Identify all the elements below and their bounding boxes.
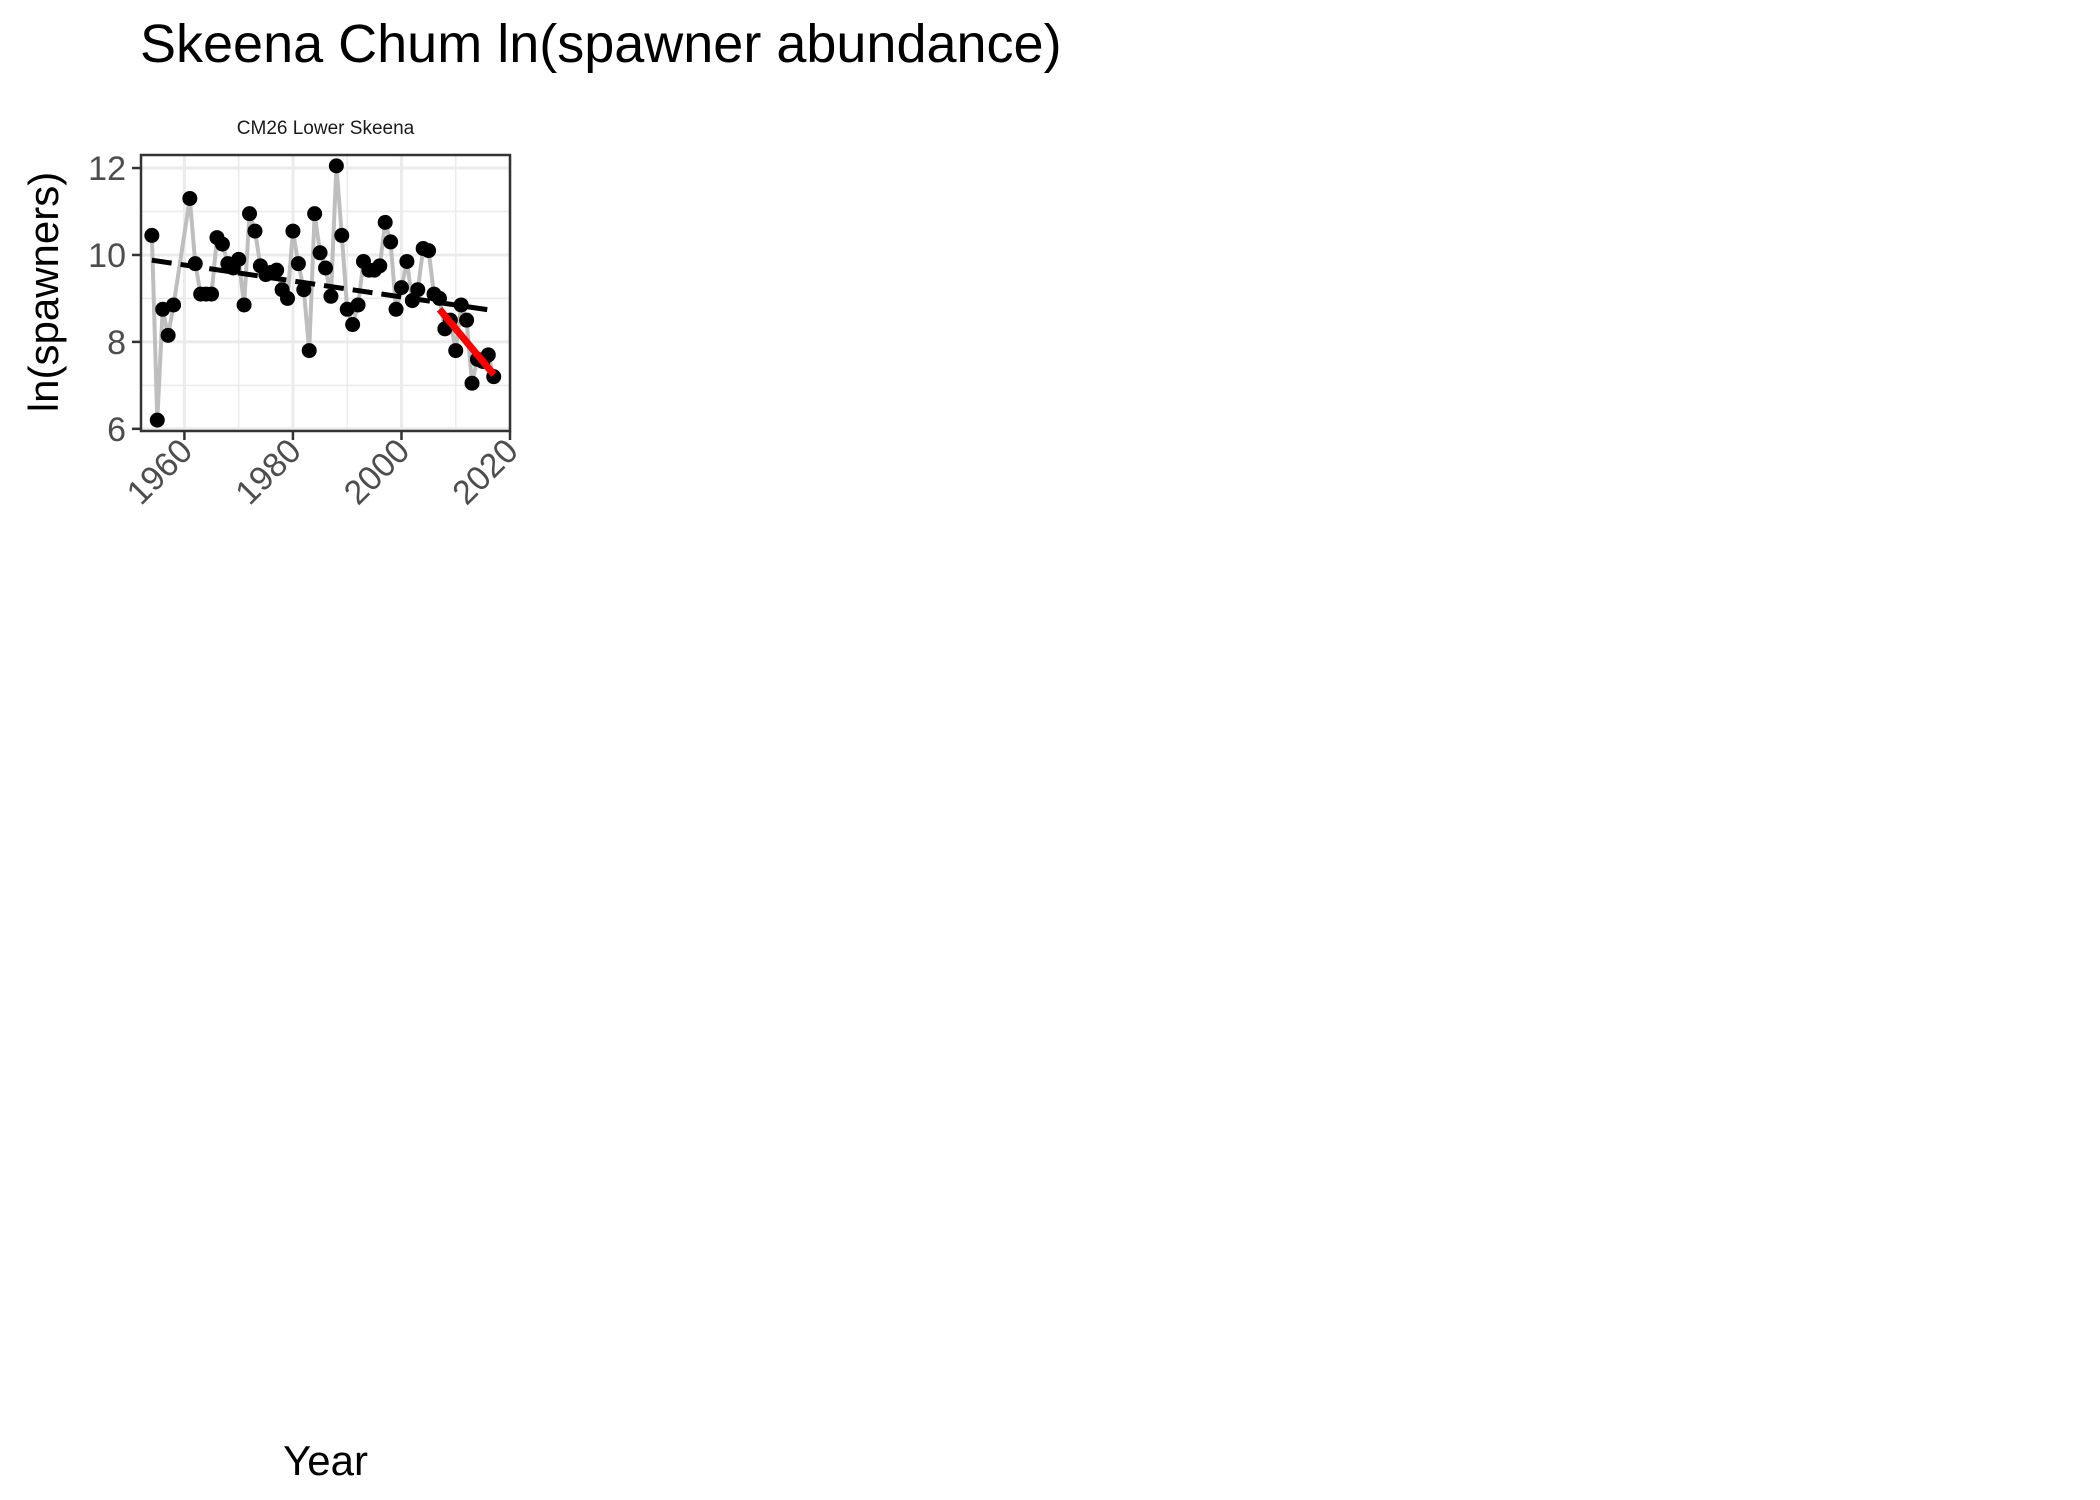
data-point xyxy=(187,256,203,272)
data-point xyxy=(280,290,296,306)
x-tick-label: 2000 xyxy=(337,432,417,512)
data-point xyxy=(166,297,182,313)
data-point xyxy=(214,236,230,252)
data-point xyxy=(383,234,399,250)
data-point xyxy=(312,245,328,261)
y-tick-label: 6 xyxy=(107,411,126,449)
data-point xyxy=(149,412,165,428)
y-tick-label: 12 xyxy=(88,150,126,188)
data-point xyxy=(182,190,198,206)
data-point xyxy=(328,158,344,174)
data-point xyxy=(307,206,323,222)
data-point xyxy=(453,297,469,313)
data-point xyxy=(269,262,285,278)
panel-title: CM26 Lower Skeena xyxy=(237,118,415,139)
x-axis: 1960 1980 2000 2020 xyxy=(120,431,526,512)
x-tick-label: 2020 xyxy=(445,432,525,512)
data-point xyxy=(285,223,301,239)
data-point xyxy=(247,223,263,239)
plot-area: 6 8 10 12 1960 1980 2000 2020 xyxy=(88,150,525,512)
data-point xyxy=(377,214,393,230)
data-point xyxy=(393,280,409,296)
data-point xyxy=(290,256,306,272)
data-point xyxy=(345,317,361,333)
data-point xyxy=(296,282,312,298)
data-point xyxy=(431,290,447,306)
data-point xyxy=(459,312,475,328)
data-point xyxy=(160,327,176,343)
chart-title: Skeena Chum ln(spawner abundance) xyxy=(140,14,1062,74)
y-axis-label: ln(spawners) xyxy=(20,172,67,412)
y-tick-label: 8 xyxy=(107,324,126,362)
data-point xyxy=(323,288,339,304)
data-point xyxy=(399,253,415,269)
data-point xyxy=(334,227,350,243)
data-point xyxy=(236,297,252,313)
x-tick-label: 1980 xyxy=(228,432,308,512)
y-tick-label: 10 xyxy=(88,237,126,275)
data-point xyxy=(301,343,317,359)
data-point xyxy=(204,286,220,302)
data-point xyxy=(231,251,247,267)
y-axis: 6 8 10 12 xyxy=(88,150,141,449)
recent-trend-line xyxy=(436,307,497,377)
data-point xyxy=(242,206,258,222)
x-tick-label: 1960 xyxy=(120,432,200,512)
data-point xyxy=(448,343,464,359)
data-point xyxy=(464,375,480,391)
data-point xyxy=(410,282,426,298)
data-point xyxy=(421,243,437,259)
data-point xyxy=(144,227,160,243)
data-point xyxy=(388,301,404,317)
data-point xyxy=(350,297,366,313)
panel-border xyxy=(139,153,512,433)
data-point xyxy=(318,260,333,276)
data-point xyxy=(372,258,388,274)
x-axis-label: Year xyxy=(283,1437,368,1484)
